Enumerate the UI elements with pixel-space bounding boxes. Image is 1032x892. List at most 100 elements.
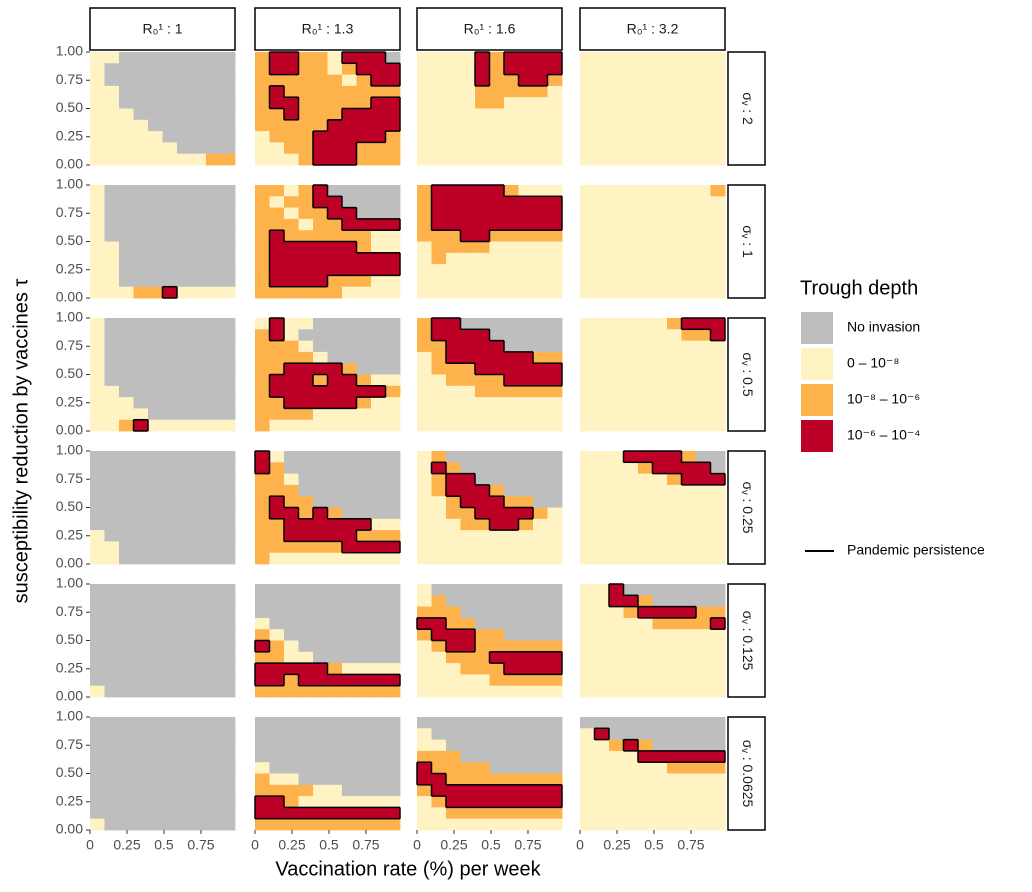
contour-cell — [220, 74, 236, 87]
contour-cell — [504, 507, 519, 520]
contour-cell — [177, 462, 192, 474]
contour-cell — [638, 108, 653, 121]
contour-cell — [460, 230, 476, 242]
contour-cell — [475, 530, 490, 542]
contour-cell — [609, 784, 624, 797]
contour-cell — [489, 507, 505, 520]
contour-cell — [206, 507, 221, 520]
contour-cell — [119, 230, 134, 242]
contour-cell — [489, 241, 505, 254]
contour-cell — [191, 318, 207, 330]
contour-cell — [696, 595, 711, 607]
contour-cell — [594, 728, 610, 740]
contour-cell — [255, 663, 270, 675]
contour-cell — [313, 329, 328, 341]
contour-cell — [191, 541, 207, 554]
contour-cell — [533, 496, 548, 508]
contour-cell — [191, 606, 207, 619]
contour-cell — [652, 518, 668, 531]
contour-cell — [119, 252, 134, 265]
contour-cell — [681, 496, 697, 508]
contour-cell — [623, 252, 639, 265]
contour-cell — [133, 153, 149, 166]
contour-cell — [460, 318, 476, 330]
contour-cell — [446, 640, 461, 653]
contour-cell — [594, 629, 610, 641]
contour-cell — [489, 807, 505, 820]
contour-cell — [504, 717, 519, 729]
contour-cell — [342, 207, 357, 220]
contour-cell — [652, 595, 668, 607]
contour-cell — [475, 807, 490, 820]
contour-cell — [104, 241, 120, 254]
contour-cell — [90, 595, 105, 607]
contour-cell — [356, 807, 372, 820]
contour-cell — [710, 606, 726, 619]
contour-cell — [547, 218, 563, 231]
contour-cell — [255, 74, 270, 87]
contour-cell — [371, 507, 386, 520]
contour-cell — [681, 674, 697, 687]
contour-cell — [623, 408, 639, 421]
contour-cell — [313, 651, 328, 664]
contour-cell — [547, 286, 563, 299]
contour-cell — [133, 606, 149, 619]
contour-cell — [298, 606, 314, 619]
contour-cell — [191, 773, 207, 786]
contour-cell — [652, 351, 668, 364]
contour-cell — [489, 397, 505, 409]
contour-cell — [191, 196, 207, 208]
contour-cell — [609, 674, 624, 687]
contour-cell — [681, 530, 697, 542]
contour-cell — [681, 818, 697, 831]
contour-cell — [162, 419, 178, 432]
contour-cell — [652, 807, 668, 820]
contour-cell — [104, 286, 120, 299]
contour-cell — [133, 63, 149, 75]
contour-cell — [327, 318, 343, 330]
contour-cell — [460, 541, 476, 554]
contour-cell — [623, 385, 639, 398]
contour-cell — [298, 108, 314, 121]
contour-cell — [489, 717, 505, 729]
contour-cell — [385, 796, 401, 808]
contour-cell — [313, 796, 328, 808]
contour-cell — [446, 131, 461, 143]
contour-cell — [460, 473, 476, 486]
contour-cell — [460, 728, 476, 740]
contour-cell — [489, 185, 505, 197]
contour-cell — [327, 196, 343, 208]
contour-cell — [609, 717, 624, 729]
contour-cell — [667, 773, 682, 786]
contour-cell — [90, 663, 105, 675]
contour-cell — [90, 496, 105, 508]
contour-cell — [623, 473, 639, 486]
contour-cell — [681, 351, 697, 364]
contour-cell — [162, 52, 178, 64]
contour-cell — [460, 286, 476, 299]
contour-cell — [681, 685, 697, 698]
contour-cell — [206, 584, 221, 596]
contour-cell — [162, 629, 178, 641]
contour-cell — [298, 784, 314, 797]
contour-cell — [547, 807, 563, 820]
contour-cell — [191, 185, 207, 197]
contour-cell — [90, 807, 105, 820]
contour-cell — [431, 318, 447, 330]
contour-cell — [177, 397, 192, 409]
contour-cell — [371, 818, 386, 831]
contour-cell — [371, 351, 386, 364]
contour-cell — [460, 739, 476, 752]
contour-cell — [623, 606, 639, 619]
contour-cell — [342, 640, 357, 653]
contour-cell — [255, 218, 270, 231]
contour-cell — [177, 685, 192, 698]
contour-cell — [446, 629, 461, 641]
contour-cell — [417, 63, 432, 75]
contour-cell — [255, 131, 270, 143]
contour-cell — [269, 507, 285, 520]
contour-cell — [594, 663, 610, 675]
contour-cell — [489, 131, 505, 143]
contour-cell — [518, 685, 534, 698]
contour-cell — [623, 640, 639, 653]
